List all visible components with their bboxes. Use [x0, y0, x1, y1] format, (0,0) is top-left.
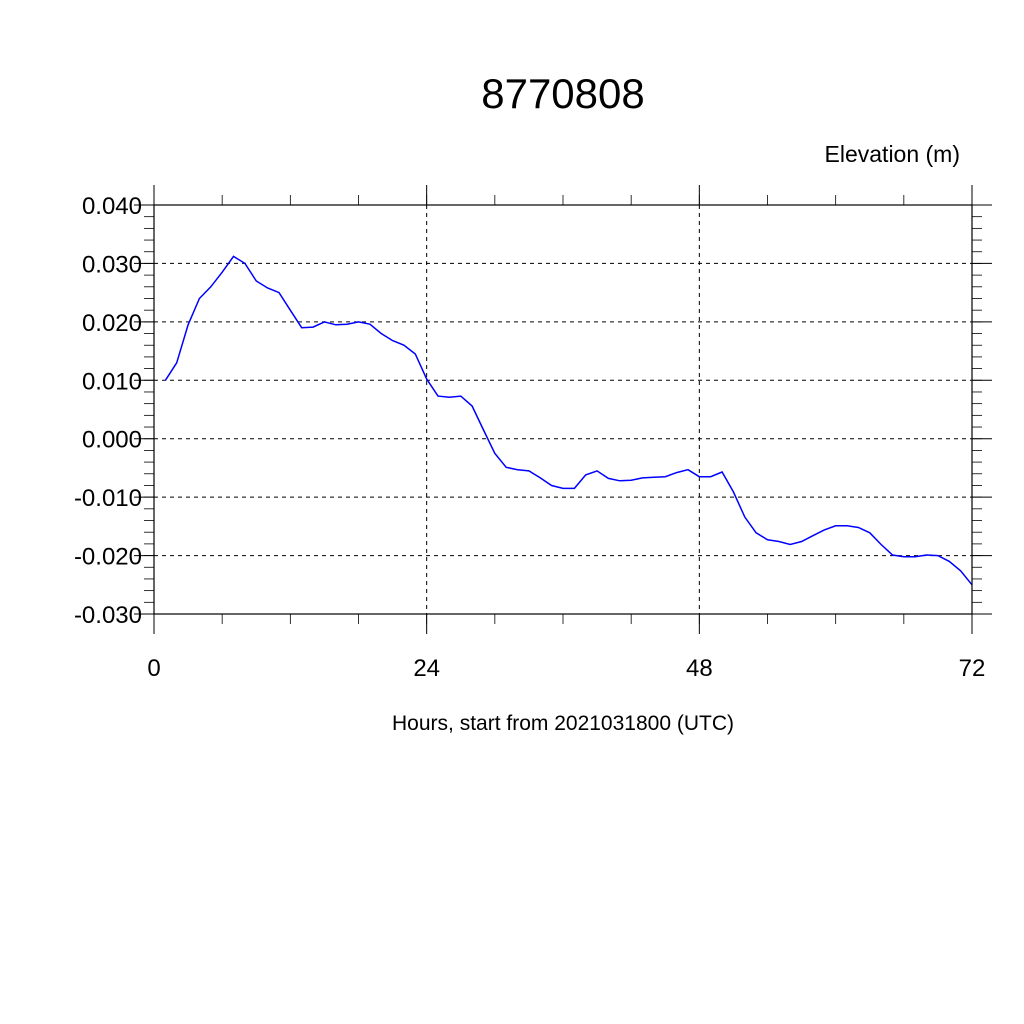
chart-title: 8770808	[481, 70, 645, 117]
x-tick-label: 48	[686, 655, 713, 682]
y-axis-label: Elevation (m)	[825, 141, 960, 167]
y-tick-label: 0.030	[82, 251, 142, 278]
y-tick-label: 0.000	[82, 427, 142, 454]
tick-labels: 0.040 0.030 0.020 0.010 0.000 -0.010 -0.020 -0.…	[74, 193, 985, 682]
plot-frame	[153, 204, 973, 615]
y-tick-label: -0.030	[74, 602, 142, 629]
x-tick-label: 0	[147, 655, 160, 682]
x-tick-label: 72	[959, 655, 986, 682]
y-tick-label: 0.040	[82, 193, 142, 220]
x-axis-label: Hours, start from 2021031800 (UTC)	[392, 712, 734, 735]
y-tick-label: 0.010	[82, 368, 142, 395]
series-line-elevation	[164, 255, 973, 586]
axis-ticks	[134, 185, 992, 634]
y-tick-label: -0.010	[74, 485, 142, 512]
x-tick-label: 24	[413, 655, 440, 682]
gridlines	[153, 204, 973, 615]
y-tick-label: -0.020	[74, 544, 142, 571]
y-tick-label: 0.020	[82, 310, 142, 337]
